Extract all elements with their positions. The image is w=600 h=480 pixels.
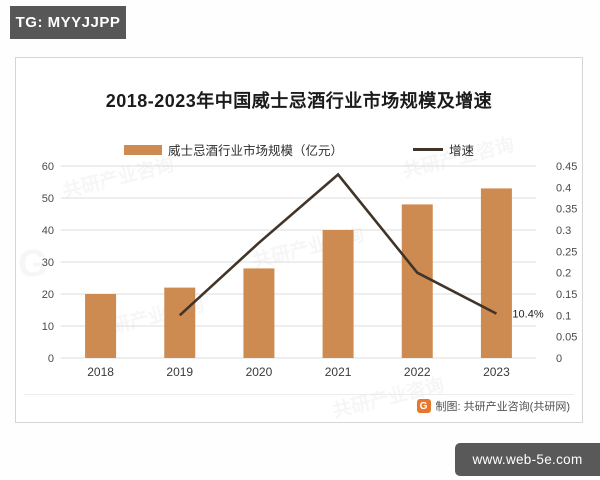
svg-text:50: 50 — [42, 193, 54, 205]
combo-chart-plot: 0 10 20 30 40 50 60 0 0.05 0.1 0.15 0.2 0.25 0.3 0.35 0… — [42, 161, 578, 379]
legend-label-market-size: 威士忌酒行业市场规模（亿元） — [167, 144, 343, 158]
svg-text:2021: 2021 — [325, 365, 352, 379]
legend-label-growth: 增速 — [449, 144, 475, 158]
svg-text:0.45: 0.45 — [556, 161, 577, 173]
svg-text:60: 60 — [42, 161, 54, 173]
legend-item-market-size: 威士忌酒行业市场规模（亿元） — [123, 140, 343, 159]
svg-text:2018: 2018 — [87, 365, 114, 379]
gongyan-logo-icon: G — [416, 399, 431, 413]
svg-text:10: 10 — [42, 321, 54, 333]
chart-credit: G 制图: 共研产业咨询(共研网) — [416, 398, 570, 414]
bar-series-swatch-icon — [123, 144, 162, 155]
svg-text:0.3: 0.3 — [556, 225, 571, 237]
svg-text:2019: 2019 — [166, 365, 193, 379]
svg-text:0.1: 0.1 — [556, 310, 571, 322]
svg-text:0.15: 0.15 — [556, 289, 577, 301]
credit-text: 制图: 共研产业咨询(共研网) — [435, 401, 570, 413]
svg-text:40: 40 — [42, 225, 54, 237]
svg-text:0.35: 0.35 — [556, 204, 577, 216]
svg-text:0.2: 0.2 — [556, 268, 571, 280]
svg-text:10.4%: 10.4% — [512, 309, 543, 321]
svg-text:2020: 2020 — [246, 365, 273, 379]
svg-text:0.05: 0.05 — [556, 332, 577, 344]
legend-item-growth: 增速 — [413, 140, 474, 159]
svg-text:0: 0 — [48, 353, 54, 365]
telegram-badge: TG: MYYJJPP — [10, 6, 126, 39]
svg-text:0.4: 0.4 — [556, 182, 571, 194]
svg-text:30: 30 — [42, 257, 54, 269]
chart-card: 共研产业咨询 共研产业咨询 共研产业咨询 共研产业咨询 共研产业咨询 G 201… — [15, 57, 583, 423]
legend: 威士忌酒行业市场规模（亿元） 增速 — [16, 140, 582, 159]
svg-text:20: 20 — [42, 289, 54, 301]
footer-divider — [24, 394, 574, 395]
chart-title: 2018-2023年中国威士忌酒行业市场规模及增速 — [105, 91, 493, 111]
svg-text:0.25: 0.25 — [556, 246, 577, 258]
svg-text:2023: 2023 — [483, 365, 510, 379]
line-series-swatch-icon — [413, 148, 443, 151]
svg-text:0: 0 — [556, 353, 562, 365]
svg-text:2022: 2022 — [404, 365, 431, 379]
site-watermark-badge: www.web-5e.com — [455, 443, 600, 476]
